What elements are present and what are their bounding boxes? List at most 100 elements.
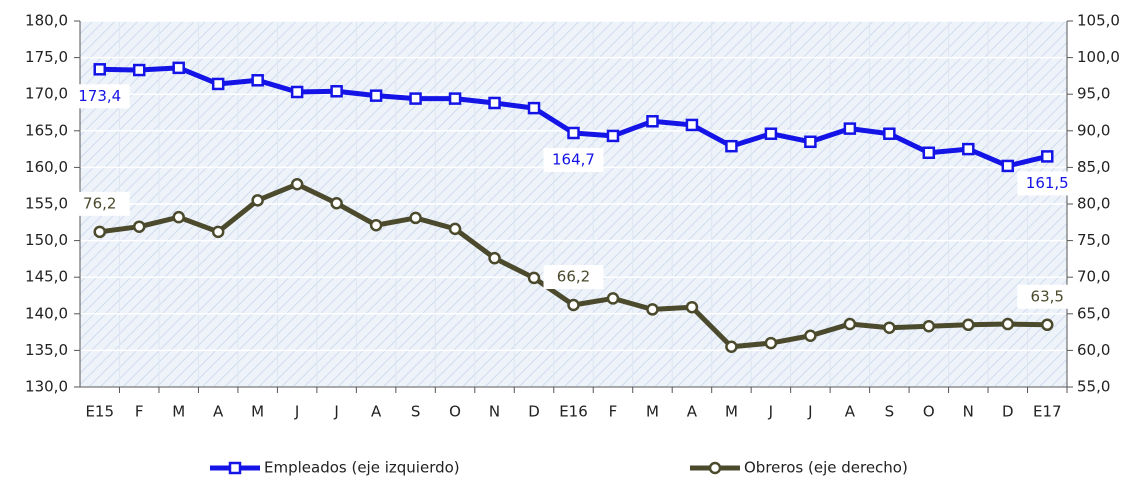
y2-tick-label: 95,0 (1077, 85, 1110, 103)
y-tick-label: 135,0 (25, 341, 68, 359)
data-label: 173,4 (78, 87, 121, 105)
y2-tick-label: 90,0 (1077, 121, 1110, 139)
x-tick-label: A (687, 403, 698, 421)
point-marker (409, 92, 422, 105)
y-tick-label: 130,0 (25, 378, 68, 396)
x-tick-label: E17 (1033, 403, 1062, 421)
y-tick-label: 145,0 (25, 268, 68, 286)
point-marker (567, 126, 580, 140)
y-tick-label: 170,0 (25, 85, 68, 103)
point-marker (922, 146, 936, 160)
point-marker (804, 135, 817, 149)
point-marker (132, 220, 146, 233)
point-marker (93, 63, 106, 76)
y-tick-label: 160,0 (25, 158, 68, 176)
x-tick-label: J (768, 403, 773, 421)
data-label: 164,7 (552, 150, 595, 168)
y-tick-label: 180,0 (25, 12, 68, 30)
data-label: 161,5 (1026, 174, 1069, 192)
y2-tick-label: 105,0 (1077, 12, 1120, 30)
x-tick-label: E16 (559, 403, 588, 421)
point-marker (132, 63, 146, 77)
point-marker (527, 271, 541, 285)
x-tick-label: E15 (85, 403, 114, 421)
y-tick-label: 140,0 (25, 304, 68, 322)
point-marker (290, 177, 304, 191)
point-marker (922, 319, 936, 333)
data-label-box (1017, 284, 1078, 309)
point-marker (290, 85, 304, 99)
point-marker (883, 127, 896, 140)
x-tick-label: J (333, 403, 338, 421)
x-tick-label: J (807, 403, 812, 421)
point-marker (1041, 150, 1054, 163)
point-marker (1001, 159, 1015, 173)
point-marker (251, 74, 264, 87)
point-marker (172, 61, 185, 75)
point-marker (804, 329, 817, 343)
point-marker (488, 251, 501, 265)
point-marker (725, 340, 738, 353)
y2-tick-label: 80,0 (1077, 195, 1110, 213)
point-marker (409, 211, 422, 225)
data-label: 76,2 (83, 194, 116, 212)
data-label-box (69, 84, 130, 109)
x-tick-label: M (646, 403, 659, 421)
legend-marker (228, 461, 242, 475)
x-tick-label: F (135, 403, 144, 421)
data-label-box (69, 191, 130, 216)
x-tick-label: M (251, 403, 264, 421)
point-marker (251, 194, 264, 207)
x-tick-label: J (294, 403, 299, 421)
x-tick-label: A (213, 403, 224, 421)
legend-label: Obreros (eje derecho) (744, 459, 908, 477)
point-marker (172, 210, 185, 224)
y-tick-label: 155,0 (25, 195, 68, 213)
data-label: 63,5 (1031, 287, 1064, 305)
point-marker (211, 77, 225, 91)
point-marker (725, 139, 738, 153)
point-marker (527, 101, 541, 115)
point-marker (488, 96, 501, 110)
point-marker (369, 218, 383, 232)
y-tick-label: 150,0 (25, 231, 68, 249)
legend-marker (708, 461, 722, 475)
point-marker (1041, 318, 1054, 332)
point-marker (606, 129, 620, 143)
point-marker (843, 122, 857, 135)
x-tick-label: D (1002, 403, 1014, 421)
y2-tick-label: 55,0 (1077, 378, 1110, 396)
point-marker (646, 303, 659, 316)
x-tick-label: O (449, 403, 461, 421)
point-marker (685, 118, 699, 132)
point-marker (1001, 317, 1015, 331)
data-label: 66,2 (557, 268, 590, 286)
x-tick-label: M (172, 403, 185, 421)
x-tick-label: S (411, 403, 421, 421)
point-marker (448, 92, 462, 105)
x-tick-label: A (371, 403, 382, 421)
y2-tick-label: 85,0 (1077, 158, 1110, 176)
y-tick-label: 175,0 (25, 48, 68, 66)
data-label-box (1017, 171, 1078, 196)
x-tick-label: S (885, 403, 895, 421)
point-marker (962, 318, 975, 332)
point-marker (330, 197, 343, 210)
legend-label: Empleados (eje izquierdo) (264, 459, 460, 477)
point-marker (646, 115, 659, 128)
point-marker (606, 292, 620, 305)
x-tick-label: D (528, 403, 540, 421)
y2-tick-label: 65,0 (1077, 304, 1110, 322)
point-marker (211, 225, 225, 239)
point-marker (567, 298, 580, 312)
point-marker (369, 89, 383, 102)
x-tick-label: M (725, 403, 738, 421)
y2-tick-label: 60,0 (1077, 341, 1110, 359)
y2-tick-label: 75,0 (1077, 231, 1110, 249)
point-marker (448, 222, 462, 236)
x-tick-label: F (609, 403, 618, 421)
x-tick-label: O (923, 403, 935, 421)
point-marker (93, 225, 106, 239)
